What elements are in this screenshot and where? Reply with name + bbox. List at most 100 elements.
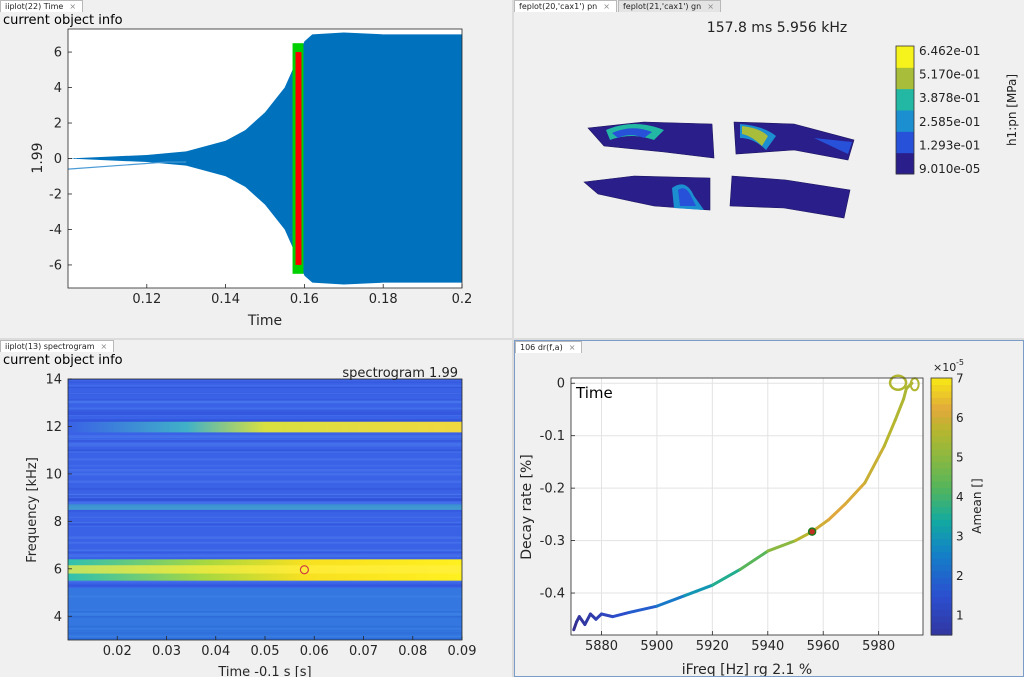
colorbar-segment xyxy=(931,551,952,559)
tab-label: iiplot(13) spectrogram xyxy=(5,342,95,351)
tab[interactable]: feplot(20,'cax1') pn × xyxy=(514,0,617,12)
band-main-core xyxy=(68,565,462,574)
y-tick-label: 14 xyxy=(45,373,62,388)
colorbar-segment xyxy=(931,455,952,463)
tab-label: iiplot(22) Time xyxy=(5,2,64,11)
noise-stripe xyxy=(68,386,462,389)
noise-stripe xyxy=(68,580,462,583)
tab-close-icon[interactable]: × xyxy=(603,2,610,11)
y-axis-label: 1.99 xyxy=(30,142,46,173)
noise-stripe xyxy=(68,487,462,491)
y-tick-label: 8 xyxy=(54,515,62,530)
x-tick-label: 5960 xyxy=(807,639,840,654)
colorbar-tick-label: 7 xyxy=(956,372,964,386)
x-tick-label: 0.08 xyxy=(398,644,427,659)
noise-stripe xyxy=(68,584,462,587)
colorbar-tick-label: 5.170e-01 xyxy=(919,68,980,82)
tab[interactable]: feplot(21,'cax1') gn × xyxy=(617,0,721,12)
colorbar-segment xyxy=(931,545,952,553)
stress-contour xyxy=(814,138,852,154)
noise-stripe xyxy=(68,629,462,631)
x-tick-label: 0.09 xyxy=(448,644,477,659)
noise-stripe xyxy=(68,449,462,453)
y-tick-label: -4 xyxy=(49,223,62,238)
colorbar-segment xyxy=(931,410,952,418)
horizontal-splitter[interactable] xyxy=(0,338,1024,340)
x-axis-label: Time -0.1 s [s] xyxy=(217,665,311,677)
noise-stripe xyxy=(68,509,462,512)
decay-marker xyxy=(807,527,817,536)
noise-stripe xyxy=(68,410,462,413)
colorbar-segment xyxy=(931,570,952,578)
noise-stripe xyxy=(68,525,462,527)
colorbar-tick-label: 1 xyxy=(956,609,964,623)
x-tick-label: 0.05 xyxy=(251,644,280,659)
tab[interactable]: 106 dr(f,a) × xyxy=(515,341,583,353)
decay-curve-segment xyxy=(710,567,742,587)
y-tick-label: -2 xyxy=(49,187,62,202)
tab[interactable]: iiplot(13) spectrogram × xyxy=(0,340,115,352)
band-middle-8khz xyxy=(68,504,462,510)
noise-stripe xyxy=(68,435,462,438)
noise-stripe xyxy=(68,595,462,598)
colorbar-segment xyxy=(931,384,952,392)
colorbar-segment xyxy=(931,557,952,565)
decay-curve-segment xyxy=(627,604,659,614)
x-tick-label: 0.03 xyxy=(152,644,181,659)
x-tick-label: 0.16 xyxy=(290,292,319,307)
colorbar-segment xyxy=(931,583,952,591)
decay-curve-segment xyxy=(766,539,798,553)
decay-curve-segment xyxy=(882,418,897,448)
colorbar-segment xyxy=(896,88,914,111)
colorbar-segment xyxy=(896,67,914,90)
noise-stripe xyxy=(68,472,462,476)
noise-stripe xyxy=(68,496,462,499)
tab-label: feplot(21,'cax1') gn xyxy=(622,2,702,11)
y-tick-label: 4 xyxy=(54,610,62,625)
colorbar-frame xyxy=(930,377,953,636)
x-tick-label: 5980 xyxy=(862,639,895,654)
band-upper-12khz xyxy=(68,421,462,433)
noise-stripe xyxy=(68,516,462,518)
colorbar-segment xyxy=(931,538,952,546)
decay-curve-segment xyxy=(843,481,867,506)
decay-tab-strip: 106 dr(f,a) × xyxy=(515,341,583,353)
object-info-label: current object info xyxy=(3,353,123,368)
noise-stripe xyxy=(68,536,462,539)
decay-curve-segment xyxy=(738,549,770,571)
decay-rate-plot[interactable]: 5880 5900 5920 5940 5960 5980 0 -0.1 -0.2 -0.3 -0.… xyxy=(515,341,1023,676)
x-axis-label: Time xyxy=(247,313,282,329)
noise-stripe xyxy=(68,465,462,467)
noise-stripe xyxy=(68,458,462,461)
noise-stripe xyxy=(68,420,462,423)
noise-stripe xyxy=(68,610,462,613)
tab-close-icon[interactable]: × xyxy=(568,343,576,352)
colorbar-segment xyxy=(931,480,952,488)
noise-stripe xyxy=(68,501,462,505)
colorbar-segment xyxy=(931,493,952,501)
feplot-view[interactable]: 157.8 ms 5.956 kHz 6.462e-01 5.170e-01 3.87… xyxy=(514,0,1024,338)
x-tick-label: 5900 xyxy=(640,639,673,654)
tab-close-icon[interactable]: × xyxy=(69,2,77,11)
noise-stripe xyxy=(68,521,462,524)
colorbar-label: Amean [] xyxy=(970,478,984,533)
x-tick-label: 0.12 xyxy=(132,292,161,307)
colorbar-segment xyxy=(931,442,952,450)
colorbar-segment xyxy=(931,500,952,508)
colorbar-segment xyxy=(931,609,952,617)
tab[interactable]: iiplot(22) Time × xyxy=(0,0,84,12)
tab-close-icon[interactable]: × xyxy=(100,342,108,351)
noise-stripe xyxy=(68,549,462,551)
y-tick-label: -6 xyxy=(49,258,62,273)
time-signal-plot[interactable]: 0.12 0.14 0.16 0.18 0.2 6 4 2 0 -2 -4 -6 Time 1.99 xyxy=(0,0,512,338)
colorbar-exponent-power: -5 xyxy=(956,358,964,367)
decay-curve-segment xyxy=(893,397,906,422)
tab-close-icon[interactable]: × xyxy=(707,2,714,11)
noise-stripe xyxy=(68,498,462,502)
axes-background xyxy=(571,378,923,635)
y-tick-label: 0 xyxy=(54,152,62,167)
noise-stripe xyxy=(68,480,462,483)
axes-frame xyxy=(570,377,924,636)
colorbar-tick-label: 3.878e-01 xyxy=(919,91,980,105)
spectrogram-plot[interactable]: 0.02 0.03 0.04 0.05 0.06 0.07 0.08 0.09 14 12 10 8 6… xyxy=(0,340,512,677)
